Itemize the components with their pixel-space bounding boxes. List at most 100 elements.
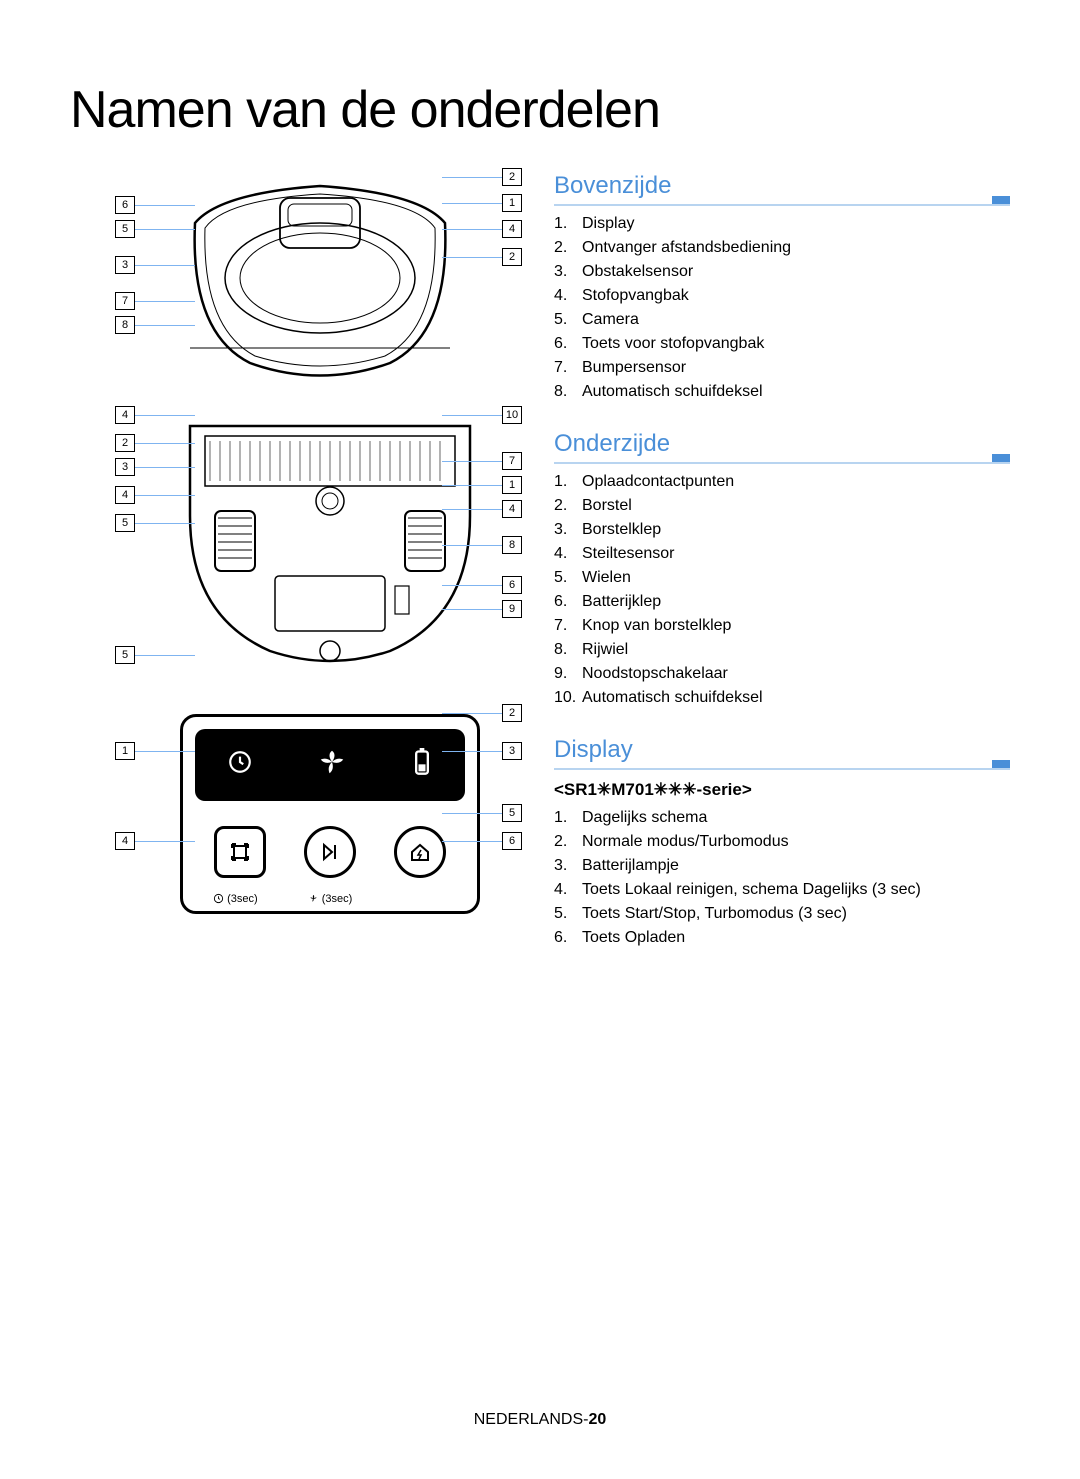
callout-number: 5 [115,646,135,664]
leader-line [442,713,502,714]
list-item: Toets Lokaal reinigen, schema Dagelijks … [554,878,1010,902]
leader-line [135,841,195,842]
leader-line [135,301,195,302]
callout-number: 6 [115,196,135,214]
callout-number: 3 [115,256,135,274]
display-subtitle: <SR1✳M701✳✳✳-serie> [554,780,1010,800]
list-item: Dagelijks schema [554,806,1010,830]
list-item: Camera [554,308,1010,332]
battery-icon [411,748,433,783]
page-title: Namen van de onderdelen [70,80,1010,140]
leader-line [442,545,502,546]
list-display: Dagelijks schemaNormale modus/Turbomodus… [554,806,1010,950]
heading-bottom: Onderzijde [554,430,1010,460]
callout-number: 2 [502,248,522,266]
robot-bottom-illustration [180,416,480,666]
list-item: Stofopvangbak [554,284,1010,308]
leader-line [135,265,195,266]
leader-line [442,415,502,416]
callout-number: 9 [502,600,522,618]
list-item: Obstakelsensor [554,260,1010,284]
leader-line [442,203,502,204]
diagram-bottom-view: 42345510714869 [70,406,530,686]
list-item: Steiltesensor [554,542,1010,566]
callout-number: 1 [115,742,135,760]
robot-top-illustration [180,178,460,378]
display-screen-black [195,729,465,801]
leader-line [135,325,195,326]
heading-display: Display [554,736,1010,766]
list-item: Borstel [554,494,1010,518]
callout-number: 4 [502,220,522,238]
callout-number: 2 [115,434,135,452]
diagram-top-view: 653782142 [70,168,530,388]
callout-number: 2 [502,704,522,722]
leader-line [135,523,195,524]
callout-number: 3 [115,458,135,476]
leader-line [135,205,195,206]
leader-line [442,751,502,752]
leader-line [135,655,195,656]
callout-number: 4 [115,832,135,850]
list-item: Batterijklep [554,590,1010,614]
list-item: Bumpersensor [554,356,1010,380]
callout-number: 5 [502,804,522,822]
list-item: Automatisch schuifdeksel [554,686,1010,710]
leader-line [442,609,502,610]
page-footer: NEDERLANDS-20 [0,1411,1080,1429]
list-item: Toets Start/Stop, Turbomodus (3 sec) [554,902,1010,926]
leader-line [442,177,502,178]
list-item: Wielen [554,566,1010,590]
list-item: Display [554,212,1010,236]
list-item: Automatisch schuifdeksel [554,380,1010,404]
leader-line [135,443,195,444]
button-sec-labels: (3sec) (3sec) [213,893,352,905]
callout-number: 5 [115,220,135,238]
leader-line [135,495,195,496]
heading-top: Bovenzijde [554,172,1010,202]
callout-number: 4 [115,406,135,424]
callout-number: 6 [502,832,522,850]
list-item: Ontvanger afstandsbediening [554,236,1010,260]
leader-line [442,461,502,462]
callout-number: 6 [502,576,522,594]
callout-number: 7 [115,292,135,310]
leader-line [442,813,502,814]
content-area: 6 5 3 7 8 2 1 4 2 [70,168,1010,972]
leader-line [135,467,195,468]
sec-label-1: (3sec) [213,893,258,905]
callout-number: 4 [115,486,135,504]
callout-number: 5 [115,514,135,532]
callout-number: 10 [502,406,522,424]
list-item: Rijwiel [554,638,1010,662]
callout-number: 1 [502,194,522,212]
list-item: Borstelklep [554,518,1010,542]
leader-line [442,257,502,258]
list-bottom: OplaadcontactpuntenBorstelBorstelklepSte… [554,470,1010,710]
sec-label-2: (3sec) [308,893,353,905]
callout-number: 8 [115,316,135,334]
list-item: Noodstopschakelaar [554,662,1010,686]
spot-clean-button [214,826,266,878]
leader-line [442,485,502,486]
callout-number: 7 [502,452,522,470]
callout-number: 1 [502,476,522,494]
leader-line [135,229,195,230]
list-item: Normale modus/Turbomodus [554,830,1010,854]
leader-line [442,841,502,842]
list-top: DisplayOntvanger afstandsbedieningObstak… [554,212,1010,404]
leader-line [135,415,195,416]
callout-number: 4 [502,500,522,518]
list-item: Oplaadcontactpunten [554,470,1010,494]
leader-line [135,751,195,752]
list-item: Knop van borstelklep [554,614,1010,638]
leader-line [442,585,502,586]
leader-line [442,509,502,510]
display-buttons-row [195,817,465,887]
turbo-fan-icon [317,747,347,784]
play-pause-button [304,826,356,878]
list-item: Toets voor stofopvangbak [554,332,1010,356]
home-charge-button [394,826,446,878]
callout-number: 3 [502,742,522,760]
schedule-icon [227,749,253,782]
